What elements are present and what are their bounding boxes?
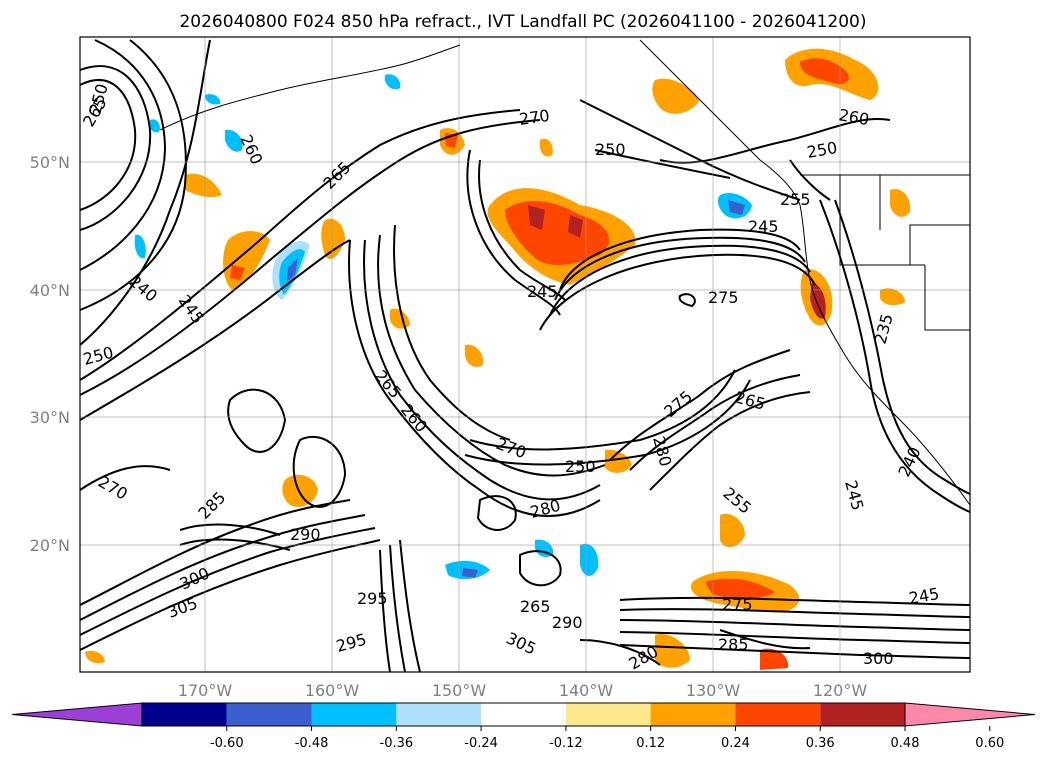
colorbar-segment [735,703,821,726]
lat-label: 20°N [30,536,70,555]
lon-label: 130°W [686,681,741,700]
latitude-labels: 50°N 40°N 30°N 20°N [30,153,70,555]
colorbar-tick-label: 0.12 [636,736,665,751]
colorbar-segment [481,703,566,726]
contour-label: 245 [748,217,779,236]
colorbar-segment [820,703,905,726]
colorbar-tick-label: 0.48 [891,736,920,751]
lat-label: 50°N [30,153,70,172]
colorbar-tick-label: -0.24 [464,736,498,751]
lat-label: 40°N [30,281,70,300]
coastlines [159,39,971,506]
colorbar-tick-label: 0.60 [975,736,1004,751]
colorbar-tick-label: -0.12 [549,736,583,751]
colorbar-frame [141,702,906,727]
colorbar-segment [142,703,227,726]
contour-label: 255 [780,190,811,209]
colorbar: -0.60 -0.48 -0.36 -0.24 -0.12 0.12 0.24 0.36 0.4… [11,702,1036,751]
longitude-labels: 170°W 160°W 150°W 140°W 130°W 120°W [178,681,868,700]
lon-label: 170°W [178,681,233,700]
map-frame [79,36,971,673]
contour-label: 285 [718,635,749,654]
contour-label: 300 [863,649,894,668]
colorbar-extend-high [904,702,1036,727]
colorbar-tick-label: -0.36 [380,736,414,751]
contour-label: 250 [595,140,626,159]
lon-label: 160°W [305,681,360,700]
colorbar-tick-label: -0.48 [295,736,329,751]
map-panel: 270 250 250 260 265 245 245 275 265 250 … [79,36,971,674]
contour-labels: 270 250 250 260 265 245 245 275 265 250 … [79,82,941,674]
graticule [80,37,970,672]
contour-label: 290 [552,613,583,632]
colorbar-segment [311,703,397,726]
colorbar-segment [650,703,736,726]
contour-label: 290 [290,525,321,544]
lon-label: 150°W [432,681,487,700]
contour-label: 245 [527,282,558,301]
colorbar-segment [226,703,312,726]
lon-label: 120°W [813,681,868,700]
colorbar-tick-label: -0.60 [210,736,244,751]
contour-label: 275 [708,288,739,307]
lon-label: 140°W [559,681,614,700]
colorbar-tick-label: 0.24 [721,736,750,751]
contour-lines [79,39,971,673]
colorbar-tick-label: 0.36 [806,736,835,751]
colorbar-extend-low [11,702,143,727]
contour-label: 275 [722,595,753,614]
colorbar-segment [396,703,482,726]
contour-label: 295 [357,589,388,608]
colorbar-segment [565,703,651,726]
lat-label: 30°N [30,408,70,427]
figure-title: 2026040800 F024 850 hPa refract., IVT La… [179,12,866,32]
contour-label: 265 [520,597,551,616]
contour-label: 250 [565,457,596,476]
contour-label: 270 [518,106,551,129]
